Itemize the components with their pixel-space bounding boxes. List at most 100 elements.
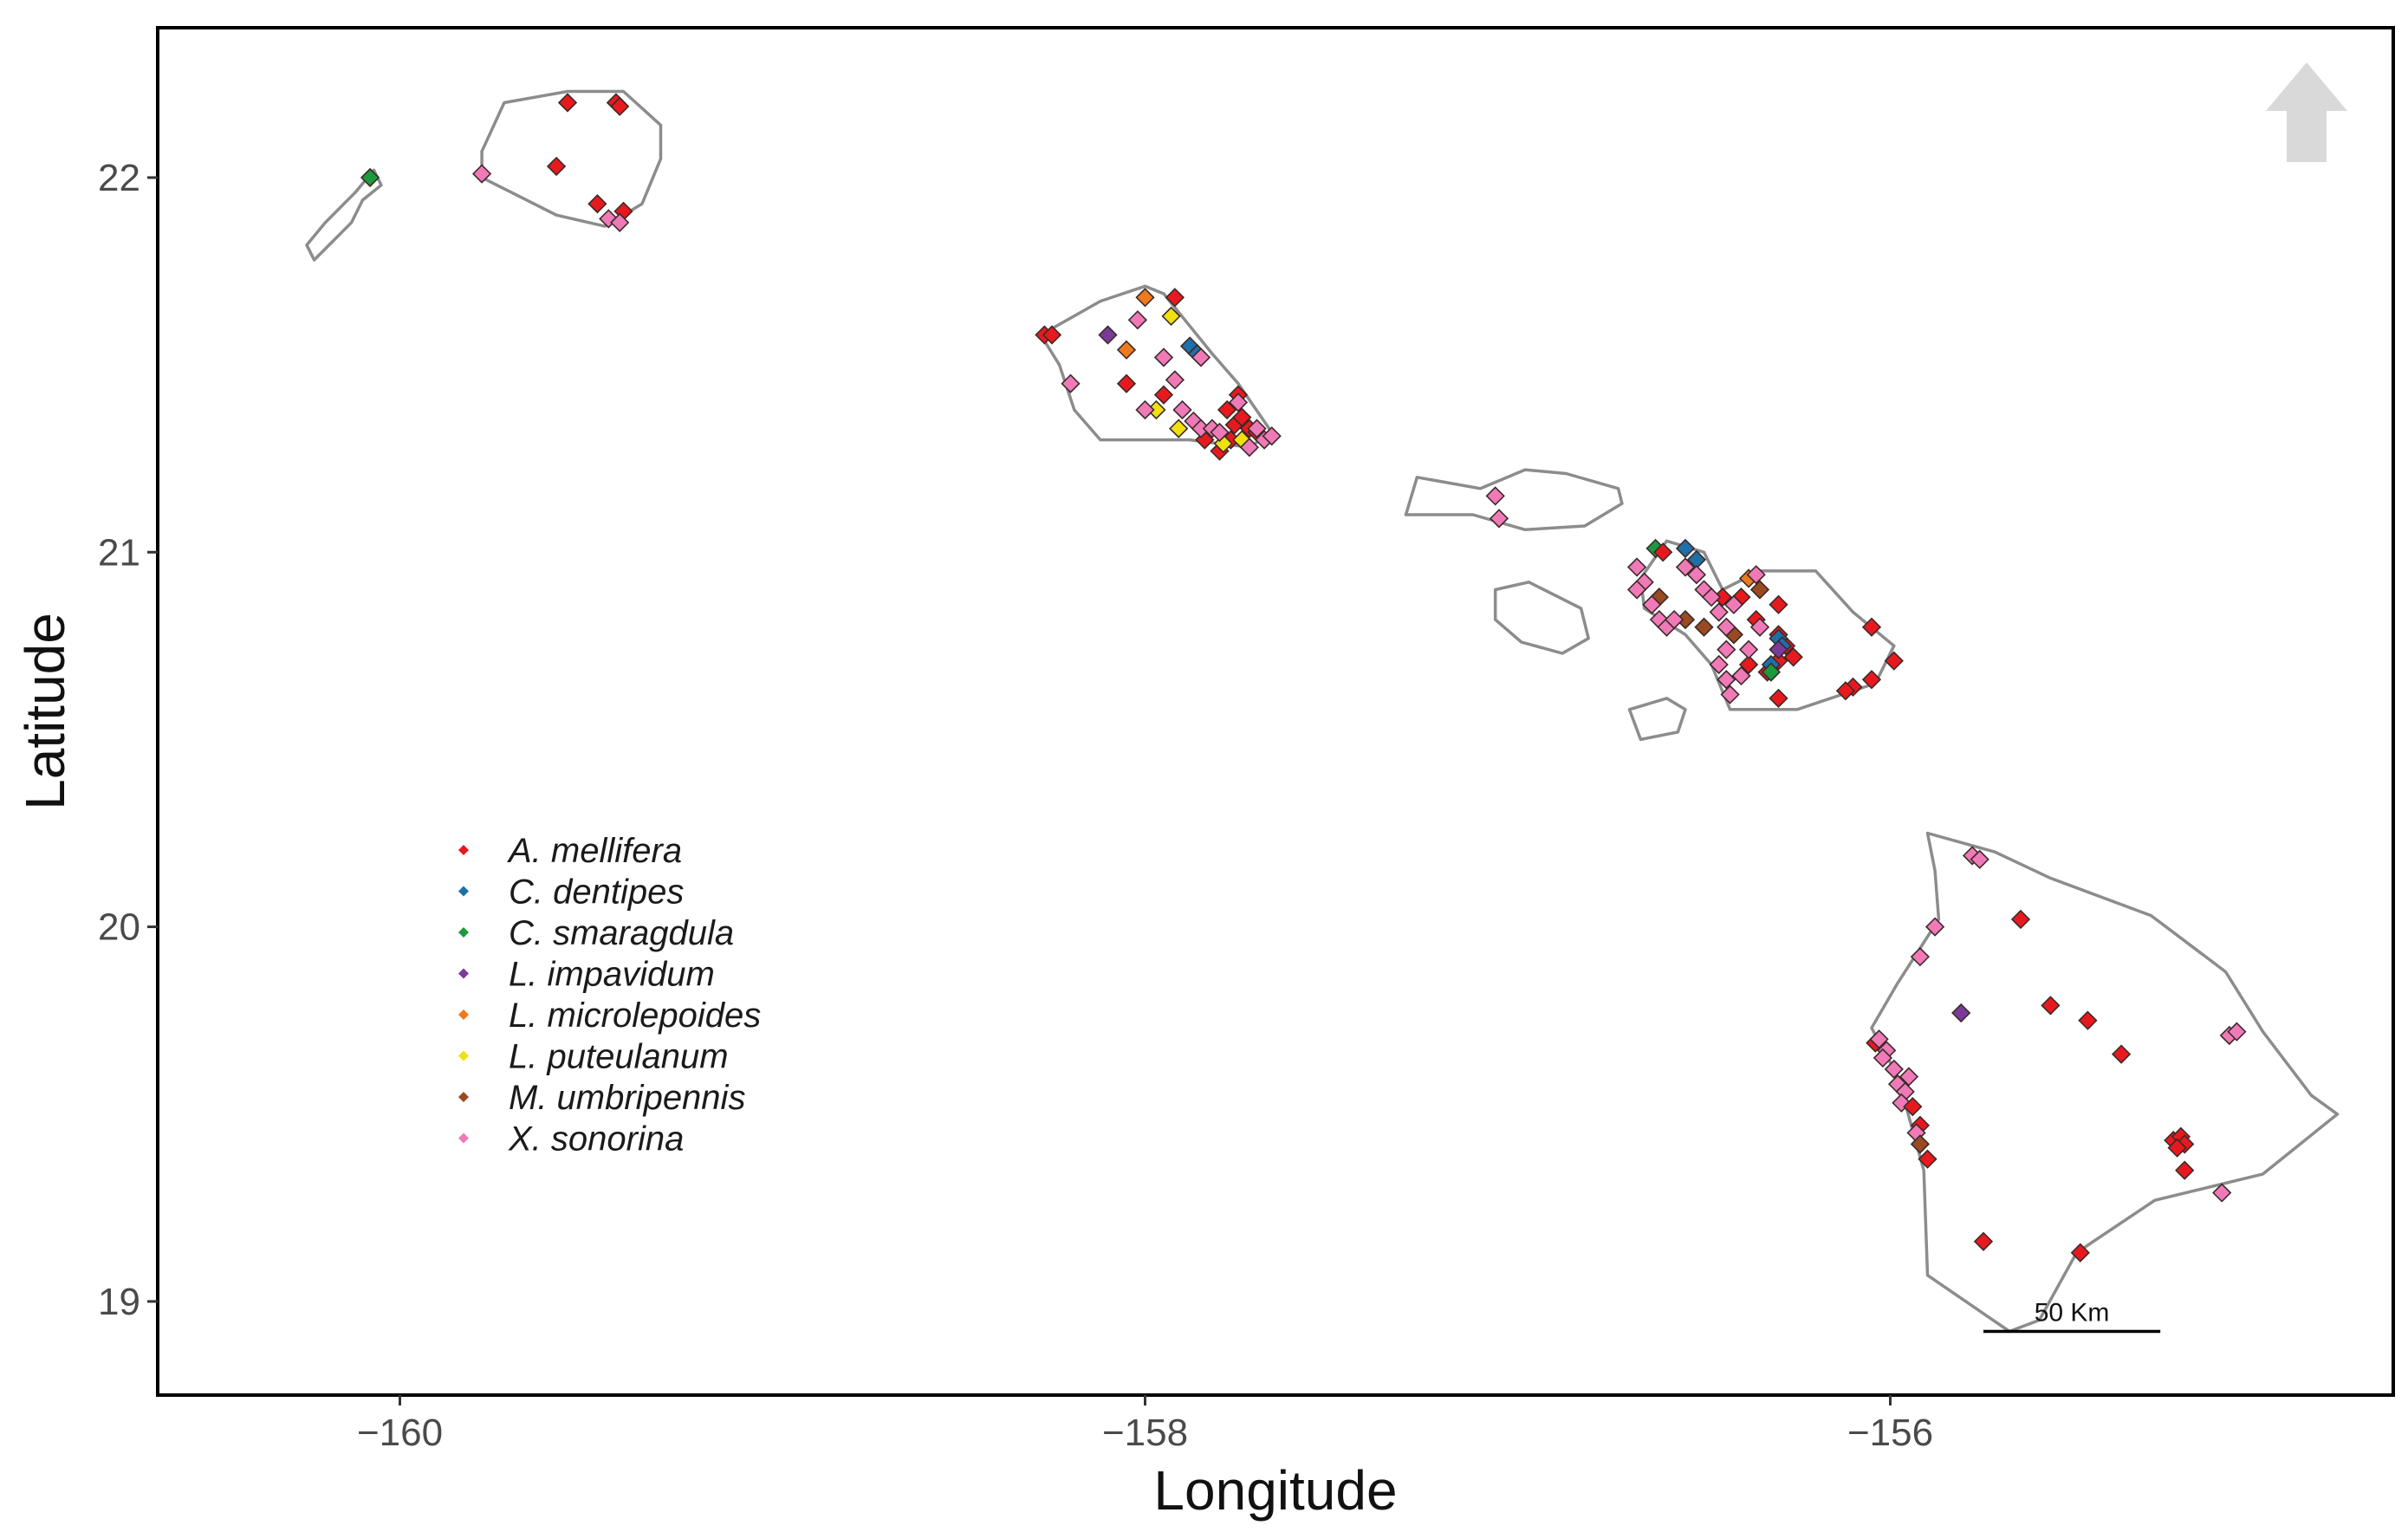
occurrence-point [1951, 1003, 1971, 1023]
occurrence-point [2070, 1243, 2090, 1263]
occurrence-point [2111, 1044, 2132, 1064]
occurrence-point [1918, 1149, 1937, 1169]
occurrence-points-layer [360, 93, 2247, 1263]
island-outline-kahoolawe [1627, 697, 1687, 742]
occurrence-point [1172, 399, 1192, 420]
occurrence-point [2167, 1138, 2187, 1158]
occurrence-point [1664, 609, 1684, 630]
occurrence-point [1135, 288, 1155, 308]
occurrence-point [2010, 909, 2031, 930]
occurrence-point [1165, 288, 1185, 308]
scale-bar-label: 50 Km [2035, 1299, 2110, 1328]
island-outline-molokai [1404, 468, 1624, 532]
occurrence-point [1247, 419, 1267, 438]
occurrence-point [1861, 617, 1882, 637]
legend-label: L. impavidum [509, 956, 715, 994]
legend-key [458, 886, 469, 897]
occurrence-point [1626, 557, 1647, 577]
scale-bar: 50 Km [1983, 1299, 2161, 1334]
occurrence-point [1746, 565, 1766, 585]
occurrence-point [1869, 1029, 1889, 1049]
occurrence-point [1884, 651, 1904, 671]
legend-item: C. smaragdula [458, 914, 734, 952]
occurrence-point [1116, 373, 1137, 393]
occurrence-point [1169, 419, 1189, 438]
island-outline-lanai [1493, 581, 1590, 655]
legend-label: C. smaragdula [509, 914, 734, 952]
occurrence-point [1232, 407, 1252, 427]
occurrence-point [1924, 917, 1945, 937]
occurrence-point [2212, 1183, 2232, 1203]
occurrence-point [1749, 617, 1770, 637]
occurrence-point [1153, 347, 1174, 367]
legend-key [458, 845, 469, 855]
occurrence-point [1642, 594, 1662, 614]
occurrence-point [1262, 426, 1282, 446]
north-arrow-icon [2266, 62, 2347, 162]
occurrence-point [1153, 385, 1174, 405]
legend-label: L. puteulanum [509, 1038, 729, 1076]
occurrence-point [1783, 647, 1803, 667]
occurrence-point [546, 156, 567, 177]
y-tick-label: 20 [98, 906, 140, 949]
legend-key [458, 1009, 469, 1020]
occurrence-point [1686, 565, 1707, 585]
occurrence-point [1761, 662, 1782, 682]
legend-label: A. mellifera [507, 832, 682, 870]
legend-label: C. dentipes [509, 873, 684, 912]
legend-item: X. sonorina [458, 1120, 684, 1159]
occurrence-point [360, 167, 380, 188]
occurrence-point [1861, 670, 1882, 690]
occurrence-point [1210, 422, 1230, 443]
legend-key [458, 927, 469, 938]
occurrence-point [1135, 399, 1155, 420]
x-tick-label: −158 [1102, 1412, 1188, 1454]
occurrence-point [1873, 1048, 1893, 1068]
occurrence-point [1717, 617, 1736, 637]
occurrence-point [1694, 617, 1714, 637]
occurrence-point [610, 212, 630, 232]
occurrence-point [1769, 688, 1788, 708]
legend-key [458, 968, 469, 979]
occurrence-point [1626, 580, 1647, 600]
occurrence-point [1970, 849, 1989, 869]
y-tick-label: 22 [98, 157, 140, 199]
occurrence-point [1675, 557, 1696, 577]
occurrence-point [2227, 1022, 2247, 1042]
occurrence-point [2078, 1010, 2098, 1030]
y-axis-title: Latitude [14, 613, 76, 810]
occurrence-point [1898, 1067, 1919, 1087]
occurrence-point [1116, 340, 1137, 360]
legend-label: X. sonorina [508, 1120, 684, 1159]
legend-item: L. microlepoides [458, 996, 761, 1035]
occurrence-point [1239, 438, 1260, 458]
occurrence-point [1910, 1134, 1931, 1154]
occurrence-point [1769, 594, 1788, 614]
occurrence-point [1098, 325, 1118, 345]
occurrence-point [1903, 1096, 1923, 1117]
legend-item: L. impavidum [458, 956, 715, 994]
occurrence-point [1653, 542, 1673, 562]
y-axis-ticks: 22 21 20 19 [98, 157, 158, 1323]
occurrence-point [1709, 602, 1729, 622]
plot-frame [156, 26, 2395, 1397]
occurrence-point [610, 96, 630, 116]
occurrence-point [1061, 373, 1081, 393]
occurrence-point [1749, 580, 1770, 600]
occurrence-point [1165, 370, 1185, 390]
occurrence-point [1709, 654, 1729, 675]
x-axis-title: Longitude [1153, 1459, 1397, 1522]
occurrence-point [587, 194, 607, 214]
occurrence-point [1738, 639, 1759, 659]
legend-item: L. puteulanum [458, 1038, 729, 1076]
occurrence-point [1910, 947, 1931, 967]
occurrence-point [1191, 347, 1211, 367]
occurrence-point [557, 93, 578, 113]
x-axis-ticks: −160 −158 −156 [357, 1395, 1933, 1454]
occurrence-point [1738, 654, 1759, 675]
x-tick-label: −160 [357, 1412, 443, 1454]
y-tick-label: 21 [98, 531, 140, 574]
occurrence-point [1228, 393, 1249, 412]
